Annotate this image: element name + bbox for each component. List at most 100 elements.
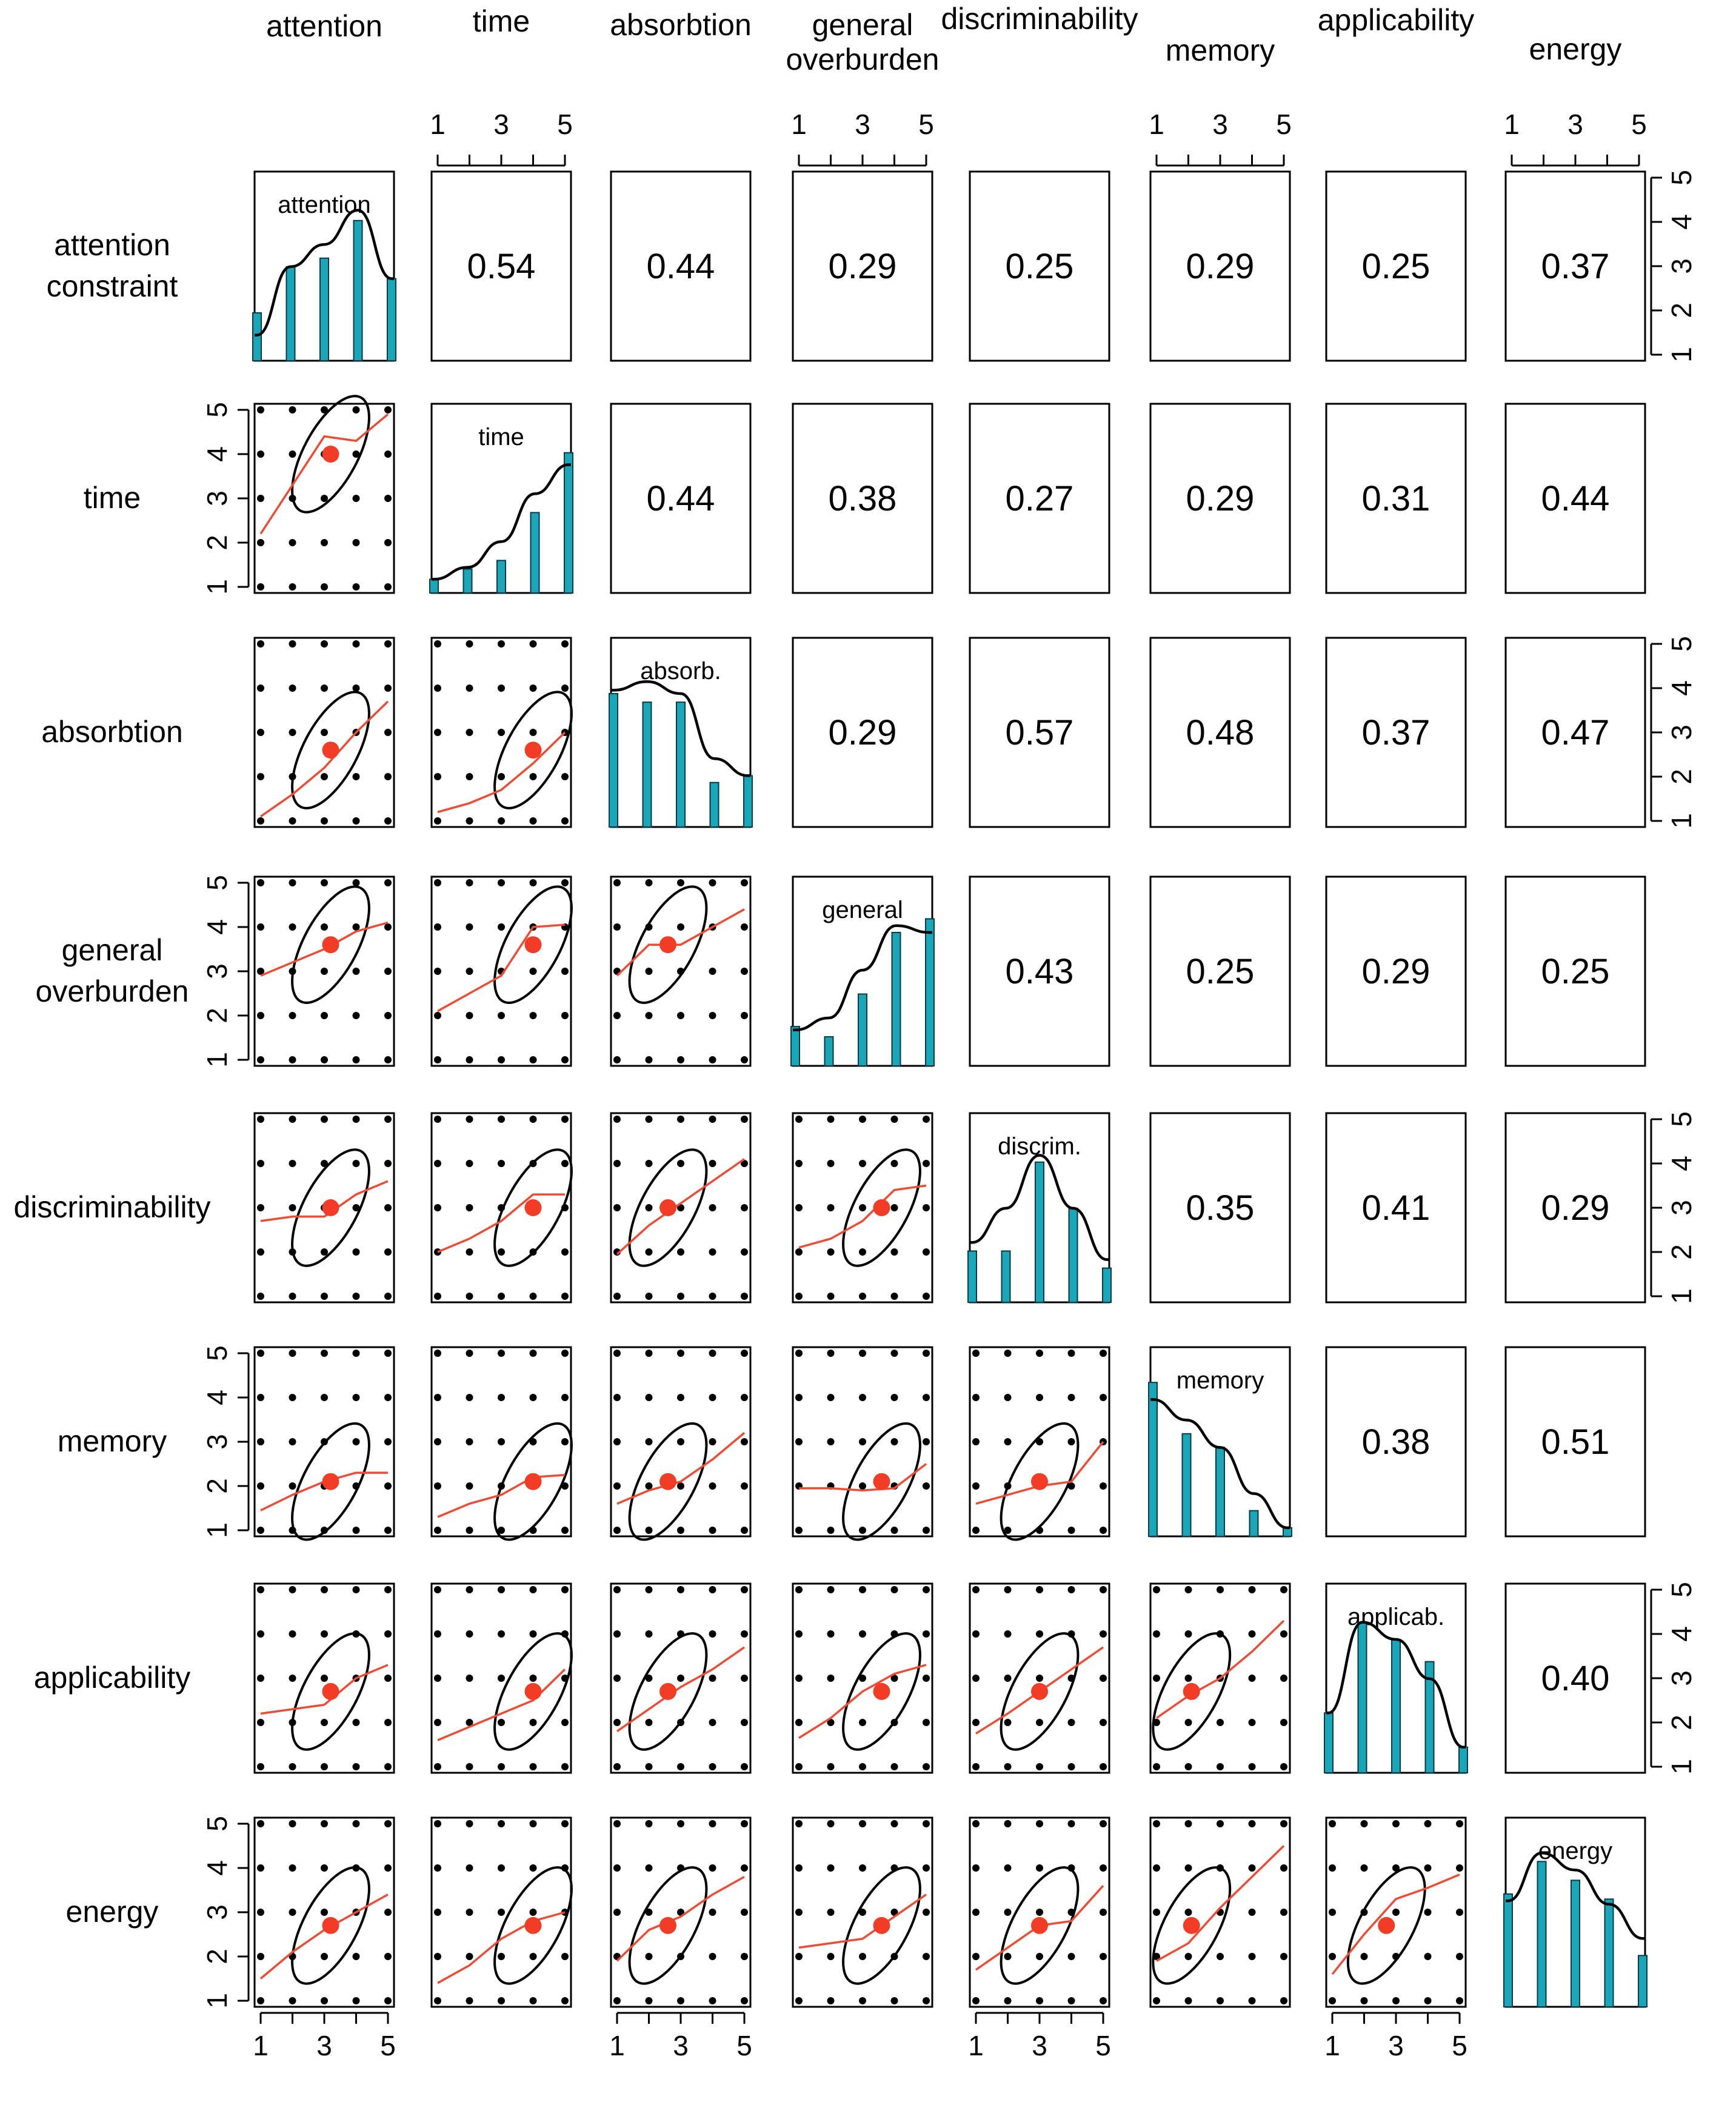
data-point <box>645 1864 653 1872</box>
tick-label: 5 <box>1666 170 1697 186</box>
data-point <box>466 1160 473 1167</box>
data-point <box>257 640 264 648</box>
density-curve <box>1506 1851 1645 1940</box>
mean-point <box>322 1916 339 1934</box>
data-point <box>498 923 505 931</box>
panel-2-3: 0.29 <box>792 637 933 828</box>
data-point <box>923 1482 930 1490</box>
data-point <box>1067 1438 1075 1445</box>
loess-line <box>1331 1873 1460 1975</box>
data-point <box>352 406 360 413</box>
panel-frame <box>1325 875 1467 1067</box>
mean-point <box>1031 1682 1048 1700</box>
row-label: time <box>84 481 141 515</box>
data-point <box>257 879 264 886</box>
panel-6-7: 0.40 <box>1504 1582 1646 1774</box>
data-point <box>321 729 328 736</box>
panel-1-2: 0.44 <box>610 403 752 594</box>
histogram-bar <box>891 932 901 1067</box>
data-point <box>1036 1719 1043 1726</box>
data-point <box>1004 1864 1012 1872</box>
data-point <box>384 1012 392 1019</box>
column-header: discriminability <box>941 2 1138 36</box>
data-point <box>561 1719 569 1726</box>
histogram-bar <box>642 701 652 828</box>
panel-5-2 <box>610 1346 752 1541</box>
data-point <box>434 684 441 692</box>
data-point <box>613 1012 621 1019</box>
top-axis: 1 3 5 <box>430 109 573 167</box>
data-point <box>466 817 473 825</box>
histogram-bar <box>1571 1879 1580 2008</box>
panel-frame <box>1149 1816 1291 2008</box>
data-point <box>352 1438 360 1445</box>
data-point <box>257 1864 264 1872</box>
data-point <box>289 1056 296 1063</box>
data-point <box>321 1056 328 1063</box>
diagonal-label: time <box>478 424 524 450</box>
data-point <box>795 1527 803 1534</box>
mean-point <box>659 1916 676 1934</box>
data-point <box>859 1160 866 1167</box>
correlation-ellipse <box>628 1422 708 1541</box>
data-point <box>434 1953 441 1960</box>
data-point <box>1424 1909 1432 1916</box>
mean-point <box>322 1473 339 1490</box>
data-point <box>890 1909 898 1916</box>
data-point <box>384 583 392 591</box>
histogram-bar <box>743 775 753 828</box>
data-point <box>613 1204 621 1211</box>
data-point <box>923 1909 930 1916</box>
data-point <box>827 1909 835 1916</box>
data-point <box>613 1482 621 1490</box>
data-point <box>1184 1763 1192 1770</box>
data-point <box>257 968 264 975</box>
mean-point <box>1031 1916 1048 1934</box>
data-point <box>352 1763 360 1770</box>
data-point <box>645 1293 653 1300</box>
data-point <box>434 1056 441 1063</box>
panel-frame <box>253 637 395 828</box>
panel-frame <box>1325 1112 1467 1304</box>
data-point <box>384 684 392 692</box>
data-point <box>1184 1953 1192 1960</box>
data-point <box>1456 1953 1463 1960</box>
column-header: general <box>812 8 913 42</box>
panel-5-3 <box>792 1346 933 1541</box>
data-point <box>677 1394 684 1401</box>
mean-point <box>659 1473 676 1490</box>
diagonal-label: memory <box>1177 1367 1264 1394</box>
tick-label: 1 <box>1504 109 1520 140</box>
panel-1-6: 0.31 <box>1325 403 1467 594</box>
panel-frame <box>253 875 395 1067</box>
tick-label: 5 <box>1452 2030 1467 2061</box>
data-point <box>890 1350 898 1357</box>
data-point <box>434 1116 441 1123</box>
data-point <box>289 1116 296 1123</box>
data-point <box>352 495 360 502</box>
data-point <box>257 729 264 736</box>
tick-label: 1 <box>1666 1288 1697 1304</box>
row-label: attention <box>54 228 170 262</box>
panel-frame <box>610 875 752 1067</box>
data-point <box>257 1820 264 1827</box>
data-point <box>923 1116 930 1123</box>
panel-0-1: 0.54 <box>430 170 572 362</box>
data-point <box>1067 1527 1075 1534</box>
loess-line <box>259 413 389 535</box>
data-point <box>529 1056 537 1063</box>
panel-2-7: 0.47 <box>1504 637 1646 828</box>
data-point <box>289 1394 296 1401</box>
panel-0-4: 0.25 <box>969 170 1110 362</box>
data-point <box>289 1293 296 1300</box>
data-point <box>923 1820 930 1827</box>
data-point <box>498 1293 505 1300</box>
left-axis: 1 2 3 4 5 <box>201 402 250 595</box>
data-point <box>434 1719 441 1726</box>
data-point <box>827 1527 835 1534</box>
data-point <box>498 1438 505 1445</box>
data-point <box>561 1160 569 1167</box>
data-point <box>741 1204 748 1211</box>
data-point <box>1217 1997 1224 2004</box>
data-point <box>466 1293 473 1300</box>
